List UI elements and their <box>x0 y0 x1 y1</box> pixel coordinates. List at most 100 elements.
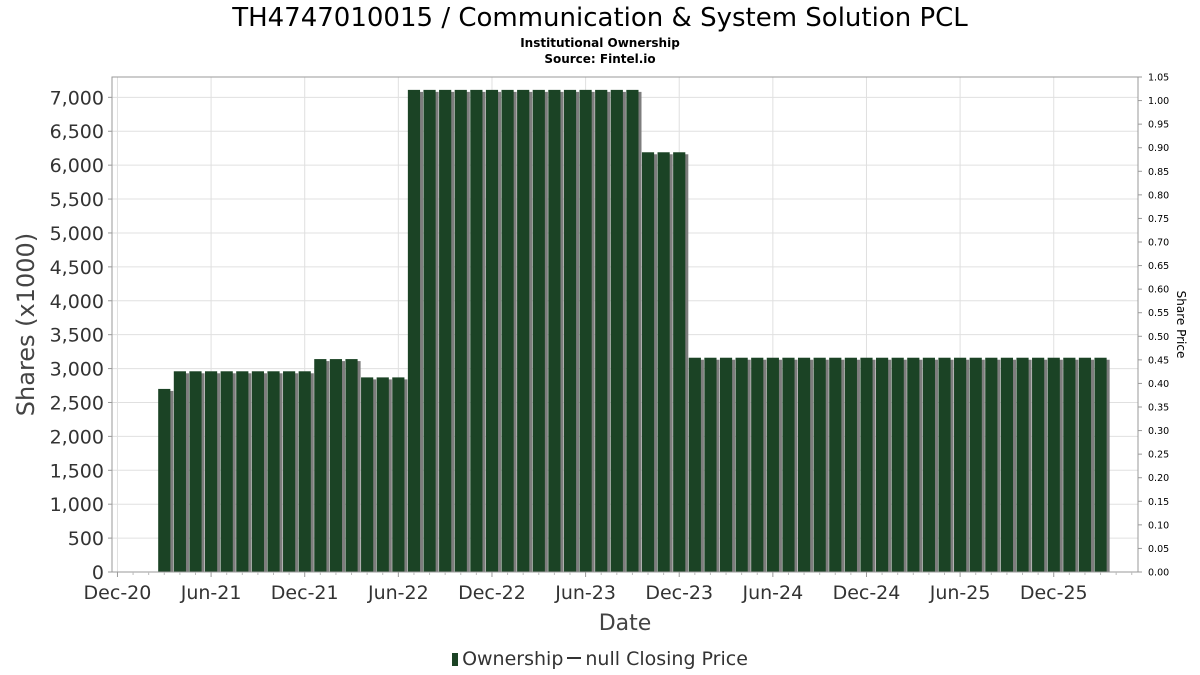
ownership-bar <box>954 357 967 572</box>
y2-tick-label: 0.05 <box>1148 544 1169 555</box>
ownership-bar <box>657 152 670 572</box>
y2-tick-label: 0.80 <box>1148 190 1169 201</box>
ownership-bar <box>361 377 374 572</box>
y-tick-label: 5,500 <box>50 189 104 211</box>
x-tick-label: Jun-25 <box>929 582 991 604</box>
x-tick-label: Dec-22 <box>458 582 526 604</box>
x-tick-label: Jun-24 <box>741 582 803 604</box>
y-tick-label: 7,000 <box>50 87 104 109</box>
ownership-bar <box>641 152 655 572</box>
legend-price-swatch <box>567 657 582 659</box>
y2-tick-label: 0.10 <box>1148 520 1169 531</box>
legend: Ownership null Closing Price <box>0 646 1200 672</box>
ownership-bar <box>189 371 202 572</box>
y2-tick-label: 0.20 <box>1148 473 1169 484</box>
ownership-bar <box>969 357 982 572</box>
ownership-bar <box>329 359 343 572</box>
y2-tick-label: 0.65 <box>1148 261 1169 272</box>
ownership-bar <box>891 357 904 572</box>
ownership-bar <box>782 357 795 572</box>
y-tick-label: 0 <box>92 562 104 584</box>
x-tick-label: Dec-23 <box>645 582 713 604</box>
ownership-bar <box>517 89 530 573</box>
y2-tick-label: 0.60 <box>1148 285 1169 296</box>
ownership-bar <box>688 357 701 572</box>
y2-tick-label: 0.95 <box>1148 120 1169 131</box>
y2-tick-label: 1.00 <box>1148 96 1169 107</box>
y-axis-label: Shares (x1000) <box>12 233 40 416</box>
ownership-bar <box>1000 357 1014 572</box>
ownership-bar <box>719 357 733 572</box>
ownership-bar <box>283 371 296 572</box>
y-tick-label: 3,000 <box>50 359 104 381</box>
ownership-bar <box>875 357 889 572</box>
y2-tick-label: 0.90 <box>1148 143 1169 154</box>
x-tick-label: Dec-21 <box>271 582 339 604</box>
ownership-bar <box>1094 357 1107 572</box>
y2-tick-label: 0.85 <box>1148 167 1169 178</box>
ownership-bar <box>205 371 218 572</box>
chart-title: TH4747010015 / Communication & System So… <box>232 3 968 33</box>
ownership-bar <box>251 371 264 572</box>
ownership-bar <box>751 357 764 572</box>
y-tick-label: 2,000 <box>50 426 104 448</box>
y2-tick-label: 0.55 <box>1148 308 1169 319</box>
x-tick-label: Dec-24 <box>833 582 901 604</box>
ownership-bar <box>610 89 623 573</box>
y-tick-label: 5,000 <box>50 223 104 245</box>
ownership-bar <box>470 89 483 573</box>
ownership-bar <box>501 89 514 573</box>
ownership-bar <box>1078 357 1092 572</box>
ownership-bar <box>439 89 452 573</box>
ownership-bar <box>548 89 561 573</box>
ownership-bar <box>626 89 639 573</box>
y-tick-label: 4,000 <box>50 291 104 313</box>
chart-source: Source: Fintel.io <box>544 52 656 66</box>
x-tick-label: Jun-21 <box>180 582 242 604</box>
y-tick-label: 1,500 <box>50 460 104 482</box>
x-tick-label: Jun-23 <box>554 582 616 604</box>
y2-tick-label: 0.25 <box>1148 450 1169 461</box>
y2-tick-label: 0.50 <box>1148 332 1169 343</box>
ownership-bar <box>829 357 842 572</box>
y-tick-label: 1,000 <box>50 494 104 516</box>
ownership-bar <box>797 357 811 572</box>
x-tick-label: Jun-22 <box>367 582 429 604</box>
ownership-bar <box>267 371 280 572</box>
ownership-bar <box>563 89 577 573</box>
ownership-bar <box>579 89 592 573</box>
x-axis: Dec-20 Jun-21 Dec-21 Jun-22 Dec-22 Jun-23 Dec-… <box>84 572 1133 604</box>
ownership-bar <box>1016 357 1029 572</box>
ownership-bar <box>1063 357 1076 572</box>
ownership-bar <box>860 357 873 572</box>
y2-tick-label: 0.40 <box>1148 379 1169 390</box>
ownership-bar <box>220 371 233 572</box>
ownership-bar <box>1047 357 1060 572</box>
y-tick-label: 3,500 <box>50 325 104 347</box>
y-tick-label: 4,500 <box>50 257 104 279</box>
legend-price-label: null Closing Price <box>585 648 748 670</box>
ownership-bar <box>236 371 249 572</box>
ownership-bar <box>158 388 171 572</box>
ownership-bar <box>813 357 826 572</box>
ownership-bar <box>1032 357 1045 572</box>
ownership-bar <box>844 357 857 572</box>
ownership-bar <box>407 89 421 573</box>
ownership-bar <box>454 89 467 573</box>
y2-tick-label: 1.05 <box>1148 73 1169 84</box>
y2-tick-label: 0.75 <box>1148 214 1169 225</box>
y2-tick-label: 0.00 <box>1148 568 1169 579</box>
y2-tick-label: 0.45 <box>1148 355 1169 366</box>
x-tick-label: Dec-25 <box>1020 582 1088 604</box>
bars <box>158 89 1110 573</box>
ownership-bar <box>298 371 311 572</box>
ownership-bar <box>985 357 998 572</box>
x-tick-label: Dec-20 <box>84 582 152 604</box>
ownership-bar <box>485 89 499 573</box>
ownership-bar <box>766 357 779 572</box>
y2-axis-label: Share Price <box>1174 291 1188 359</box>
y2-tick-label: 0.30 <box>1148 426 1169 437</box>
y2-tick-label: 0.70 <box>1148 238 1169 249</box>
y2-tick-label: 0.15 <box>1148 497 1169 508</box>
